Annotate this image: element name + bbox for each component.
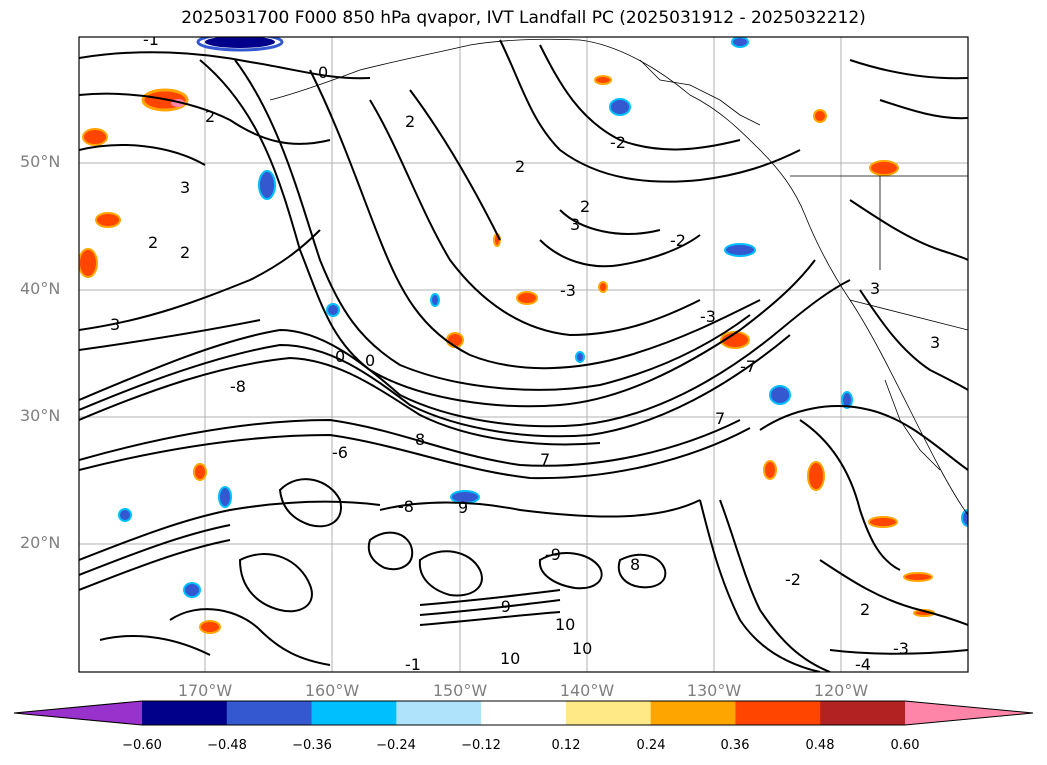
lon-label: 130°W [686, 681, 742, 700]
colorbar-segment [735, 701, 821, 725]
contour-label: 0 [335, 347, 345, 366]
contour-label: 7 [715, 409, 725, 428]
contour-label: -8 [230, 377, 246, 396]
colorbar-segment [820, 701, 906, 725]
contour-label: 3 [180, 178, 190, 197]
contour-label: -7 [740, 357, 756, 376]
colorbar-tick-label: −0.60 [122, 738, 162, 753]
contour-label: 3 [870, 279, 880, 298]
contour-label: 9 [458, 498, 468, 517]
coastlines [269, 38, 968, 516]
colorbar-segment [565, 701, 652, 725]
colorbar-tick-label: 0.48 [805, 738, 835, 753]
contour-label: -6 [332, 443, 348, 462]
contour-label: 10 [500, 649, 520, 668]
colorbar-left-extension [14, 701, 142, 725]
contour-label: 0 [318, 63, 328, 82]
colorbar-tick-label: 0.12 [551, 738, 581, 753]
contour-label: 10 [555, 615, 575, 634]
contour-label: 8 [630, 555, 640, 574]
contour-label: -8 [398, 497, 414, 516]
colorbar-segment [142, 701, 228, 725]
contour-label: -2 [610, 133, 626, 152]
contour-label: 2 [580, 197, 590, 216]
colorbar-tick-label: −0.12 [461, 738, 501, 753]
colorbar-segment [650, 701, 736, 725]
contour-label: 7 [540, 450, 550, 469]
lat-label: 40°N [20, 279, 61, 298]
contour-label: -4 [855, 655, 871, 674]
colorbar-segment [396, 701, 482, 725]
colorbar-segment [226, 701, 313, 725]
contour-lines [79, 39, 968, 672]
colorbar-tick-label: −0.24 [376, 738, 416, 753]
contour-label: -2 [670, 231, 686, 250]
map-title: 2025031700 F000 850 hPa qvapor, IVT Land… [181, 8, 866, 28]
colorbar-segment [481, 701, 567, 725]
contour-label: 2 [205, 107, 215, 126]
plot-area [79, 37, 968, 672]
contour-label: 2 [860, 600, 870, 619]
contour-label: 2 [515, 157, 525, 176]
colorbar-outline [13, 700, 1034, 726]
plot-frame [78, 36, 969, 673]
lat-label: 20°N [20, 533, 61, 552]
contour-label: -3 [893, 639, 909, 658]
lat-label: 30°N [20, 406, 61, 425]
contour-label: 2 [405, 112, 415, 131]
contour-label: 0 [365, 351, 375, 370]
colorbar-tick-label: −0.36 [292, 738, 332, 753]
lon-label: 120°W [813, 681, 869, 700]
contour-label: -2 [785, 570, 801, 589]
contour-label: -3 [560, 281, 576, 300]
contour-label: 8 [415, 430, 425, 449]
lon-label: 140°W [559, 681, 615, 700]
lon-label: 160°W [304, 681, 360, 700]
lon-label: 170°W [177, 681, 233, 700]
contour-label: -1 [405, 655, 421, 674]
colorbar-tick-label: 0.60 [890, 738, 920, 753]
contour-label: 3 [110, 315, 120, 334]
gridlines [79, 37, 968, 672]
contour-label: -3 [700, 307, 716, 326]
contour-label: 2 [180, 243, 190, 262]
contour-label: 10 [572, 639, 592, 658]
colorbar [13, 700, 1034, 726]
contour-labels: -1 0 2 2 2 3 2 2 2 -2 3 -3 -3 0 0 3 3 3 … [110, 30, 940, 674]
contour-label: -1 [143, 30, 159, 49]
colorbar-tick-label: 0.24 [636, 738, 666, 753]
contour-label: 3 [570, 215, 580, 234]
lat-label: 50°N [20, 152, 61, 171]
colorbar-tick-label: 0.36 [720, 738, 750, 753]
contour-label: 2 [148, 233, 158, 252]
contour-label: 3 [930, 333, 940, 352]
contour-label: -9 [545, 545, 561, 564]
lon-label: 150°W [432, 681, 488, 700]
colorbar-tick-label: −0.48 [207, 738, 247, 753]
contour-label: -9 [495, 597, 511, 616]
colorbar-segment [311, 701, 397, 725]
colorbar-right-extension [905, 701, 1033, 725]
